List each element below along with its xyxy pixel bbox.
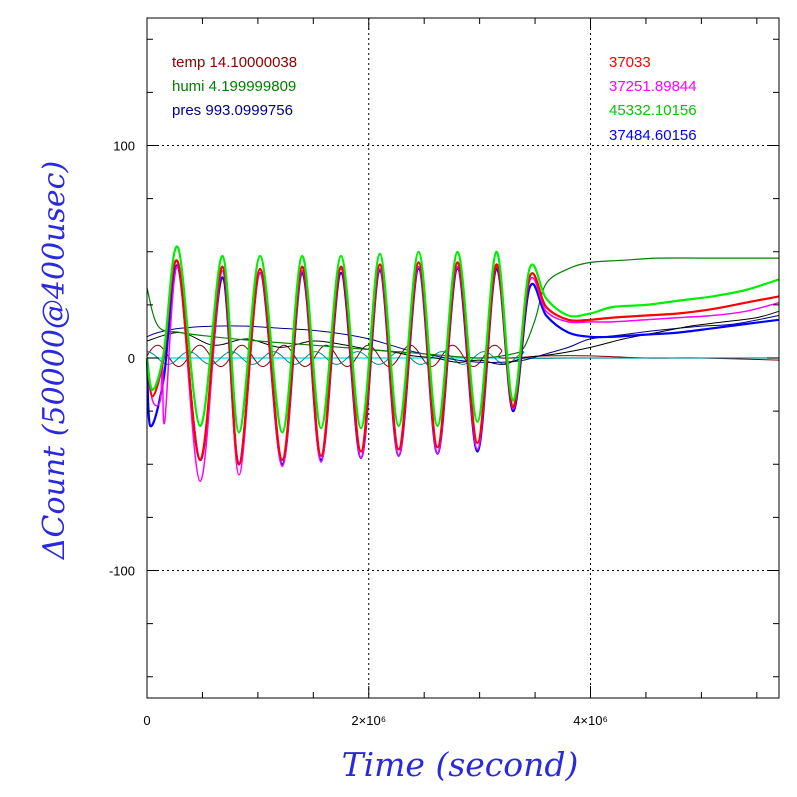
legend-left-entry-pres: pres 993.0999756 xyxy=(172,102,293,119)
x-axis-title: Time (second) xyxy=(342,745,579,784)
x-tick-label-2: 4×10⁶ xyxy=(573,713,608,728)
x-tick-label-1: 2×10⁶ xyxy=(351,713,386,728)
y-tick-label-1: 0 xyxy=(128,351,135,366)
legend-left: temp 14.10000038 humi 4.199999809 pres 9… xyxy=(172,54,297,119)
y-tick-label-2: -100 xyxy=(109,564,135,579)
series-line-7 xyxy=(146,344,780,368)
legend-right-entry-2: 37251.89844 xyxy=(609,78,697,95)
legend-left-entry-temp: temp 14.10000038 xyxy=(172,54,297,71)
legend-right: 37033 37251.89844 45332.10156 37484.6015… xyxy=(609,54,697,144)
ticks: 0 2×10⁶ 4×10⁶ 100 0 -100 xyxy=(109,18,779,728)
x-tick-label-0: 0 xyxy=(143,713,150,728)
series-line-1 xyxy=(145,259,780,466)
legend-right-entry-3: 45332.10156 xyxy=(609,102,697,119)
legend-left-entry-humi: humi 4.199999809 xyxy=(172,78,296,95)
y-axis-title: ΔCount (50000@400usec) xyxy=(37,161,72,560)
series-layer xyxy=(145,245,780,483)
series-line-0 xyxy=(145,245,780,434)
legend-right-entry-4: 37484.60156 xyxy=(609,127,697,144)
y-tick-label-0: 100 xyxy=(113,139,135,154)
legend-right-entry-1: 37033 xyxy=(609,54,651,71)
